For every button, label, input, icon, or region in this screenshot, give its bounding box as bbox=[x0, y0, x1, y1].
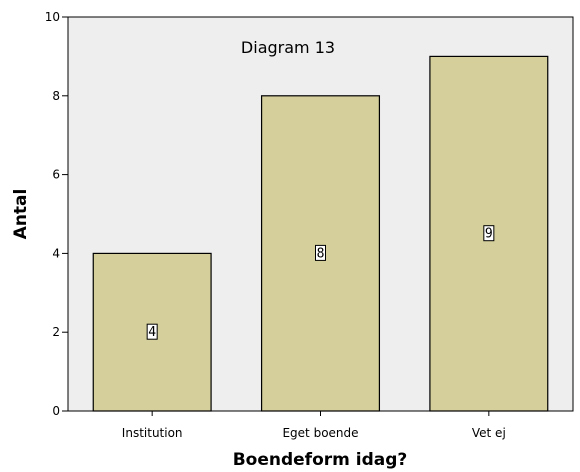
y-axis: 0 2 4 6 8 10 bbox=[45, 10, 68, 418]
data-label: 4 bbox=[148, 325, 156, 340]
data-label-box bbox=[315, 244, 326, 261]
y-tick-label: 4 bbox=[52, 246, 60, 260]
data-label: 8 bbox=[317, 246, 325, 261]
bars: 4 8 9 bbox=[92, 55, 549, 412]
data-label-box bbox=[146, 323, 158, 340]
y-tick-label: 6 bbox=[52, 168, 60, 182]
x-tick-label: Vet ej bbox=[472, 426, 506, 440]
y-tick-label: 0 bbox=[52, 404, 60, 418]
y-tick-label: 2 bbox=[52, 325, 60, 339]
x-tick-label: Eget boende bbox=[282, 426, 358, 440]
data-label: 9 bbox=[485, 227, 493, 242]
y-axis-title: Antal bbox=[11, 189, 31, 240]
data-label-box bbox=[483, 225, 495, 242]
x-axis-title: Boendeform idag? bbox=[233, 450, 408, 470]
y-tick-label: 8 bbox=[52, 89, 60, 103]
x-axis: Institution Eget boende Vet ej bbox=[122, 411, 506, 440]
y-tick-label: 10 bbox=[45, 10, 60, 24]
chart-title: Diagram 13 bbox=[241, 38, 335, 57]
x-tick-label: Institution bbox=[122, 426, 183, 440]
